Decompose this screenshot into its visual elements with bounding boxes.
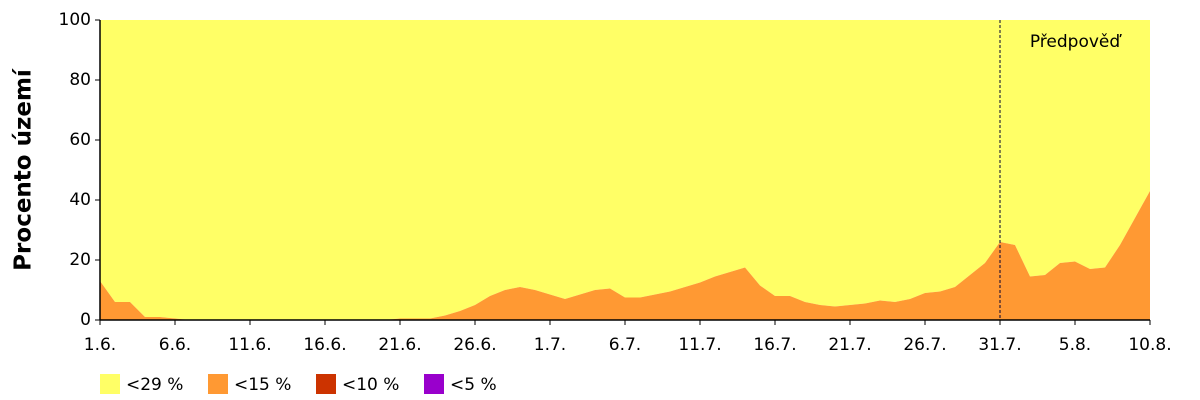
x-tick-label: 26.6.	[453, 335, 496, 355]
x-tick-label: 10.8.	[1128, 335, 1171, 355]
x-tick-label: 21.7.	[828, 335, 871, 355]
x-tick-label: 11.7.	[678, 335, 721, 355]
legend-label: <10 %	[342, 375, 399, 395]
x-tick-label: 26.7.	[903, 335, 946, 355]
y-tick-label: 80	[69, 70, 91, 90]
x-tick-label: 16.6.	[303, 335, 346, 355]
area	[100, 20, 1150, 320]
forecast-label: Předpověď	[1030, 32, 1123, 52]
x-tick-label: 1.7.	[534, 335, 566, 355]
x-tick-label: 1.6.	[84, 335, 116, 355]
legend-label: <5 %	[450, 375, 497, 395]
y-tick-label: 60	[69, 130, 91, 150]
x-tick-label: 5.8.	[1059, 335, 1091, 355]
legend-swatch	[100, 374, 120, 394]
legend-label: <29 %	[126, 375, 183, 395]
x-tick-label: 16.7.	[753, 335, 796, 355]
y-tick-label: 100	[59, 10, 91, 30]
legend-label: <15 %	[234, 375, 291, 395]
area	[100, 191, 1150, 320]
legend-swatch	[316, 374, 336, 394]
legend-swatch	[424, 374, 444, 394]
y-tick-label: 40	[69, 190, 91, 210]
y-tick-label: 0	[80, 310, 91, 330]
x-tick-label: 6.7.	[609, 335, 641, 355]
y-axis-title: Procento území	[11, 68, 37, 271]
x-tick-label: 21.6.	[378, 335, 421, 355]
x-tick-label: 31.7.	[978, 335, 1021, 355]
x-tick-label: 6.6.	[159, 335, 191, 355]
legend-swatch	[208, 374, 228, 394]
x-tick-label: 11.6.	[228, 335, 271, 355]
y-tick-label: 20	[69, 250, 91, 270]
